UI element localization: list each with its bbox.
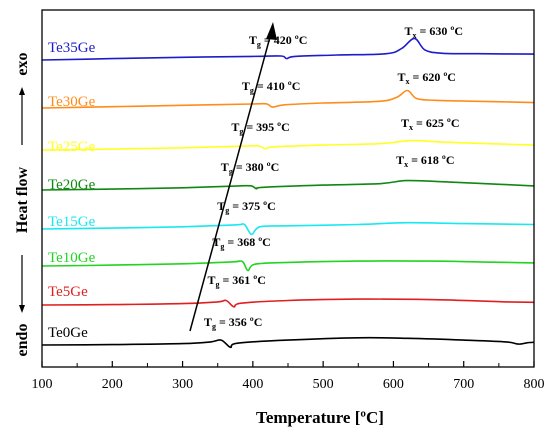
series-label-te25ge: Te25Ge <box>48 139 96 155</box>
series-label-te5ge: Te5Ge <box>48 284 88 300</box>
tg-annotation-te0ge: Tg = 356 ºC <box>204 315 262 331</box>
y-arrow-right-head <box>19 87 25 95</box>
trend-arrow-shaft <box>189 36 271 332</box>
series-curve-te0ge <box>41 336 535 349</box>
x-axis-ticks: 100 200 300 400 500 600 700 800 <box>32 361 545 392</box>
trend-arrow-head <box>266 22 277 40</box>
y-label-exo: exo <box>14 52 31 75</box>
tg-annotation-te20ge: Tg = 380 ºC <box>221 160 279 176</box>
tg-annotation-te5ge: Tg = 361 ºC <box>207 273 265 289</box>
x-tick-label: 400 <box>242 377 263 392</box>
tx-annotation-te30ge: Tx = 620 ºC <box>397 70 455 86</box>
y-axis-label: endo Heat flow exo <box>14 52 31 356</box>
series-label-te10ge: Te10Ge <box>48 250 96 266</box>
x-tick-label: 700 <box>453 377 474 392</box>
series-curve-te25ge <box>41 139 535 151</box>
transition-annotations: Tg = 356 ºC Tg = 361 ºC Tg = 368 ºC Tg = 37… <box>204 24 463 331</box>
x-tick-label: 100 <box>32 377 53 392</box>
y-label-endo: endo <box>14 324 31 357</box>
series-curve-te10ge <box>41 260 535 272</box>
x-axis-title: Temperature [ºC] <box>256 408 384 427</box>
x-tick-label: 600 <box>383 377 404 392</box>
series-curve-te20ge <box>41 179 535 191</box>
series-curve-te15ge <box>41 221 535 236</box>
series-label-te15ge: Te15Ge <box>48 214 96 230</box>
tg-annotation-te15ge: Tg = 375 ºC <box>217 199 275 215</box>
tg-annotation-te10ge: Tg = 368 ºC <box>212 235 270 251</box>
series-curve-te35ge <box>41 37 535 61</box>
tx-annotation-te35ge: Tx = 630 ºC <box>405 24 463 40</box>
series-curve-te5ge <box>41 298 535 308</box>
series-curves <box>41 37 535 349</box>
y-arrow-left-head <box>19 305 25 313</box>
tg-annotation-te30ge: Tg = 410 ºC <box>242 79 300 95</box>
series-labels: Te0Ge Te5Ge Te10Ge Te15Ge Te20Ge Te25Ge Te30Ge… <box>48 40 96 341</box>
series-label-te20ge: Te20Ge <box>48 177 96 193</box>
x-tick-label: 300 <box>172 377 193 392</box>
tx-annotation-te25ge: Tx = 625 ºC <box>401 116 459 132</box>
trend-arrow <box>189 22 277 332</box>
series-label-te0ge: Te0Ge <box>48 325 88 341</box>
tg-annotation-te35ge: Tg = 420 ºC <box>249 33 307 49</box>
tx-annotation-te20ge: Tx = 618 ºC <box>396 153 454 169</box>
x-tick-label: 500 <box>313 377 334 392</box>
tg-annotation-te25ge: Tg = 395 ºC <box>231 120 289 136</box>
series-label-te30ge: Te30Ge <box>48 94 96 110</box>
series-curve-te30ge <box>41 89 535 109</box>
y-label-heat-flow: Heat flow <box>14 166 31 233</box>
series-label-te35ge: Te35Ge <box>48 40 96 56</box>
x-tick-label: 200 <box>102 377 123 392</box>
x-tick-label: 800 <box>524 377 545 392</box>
